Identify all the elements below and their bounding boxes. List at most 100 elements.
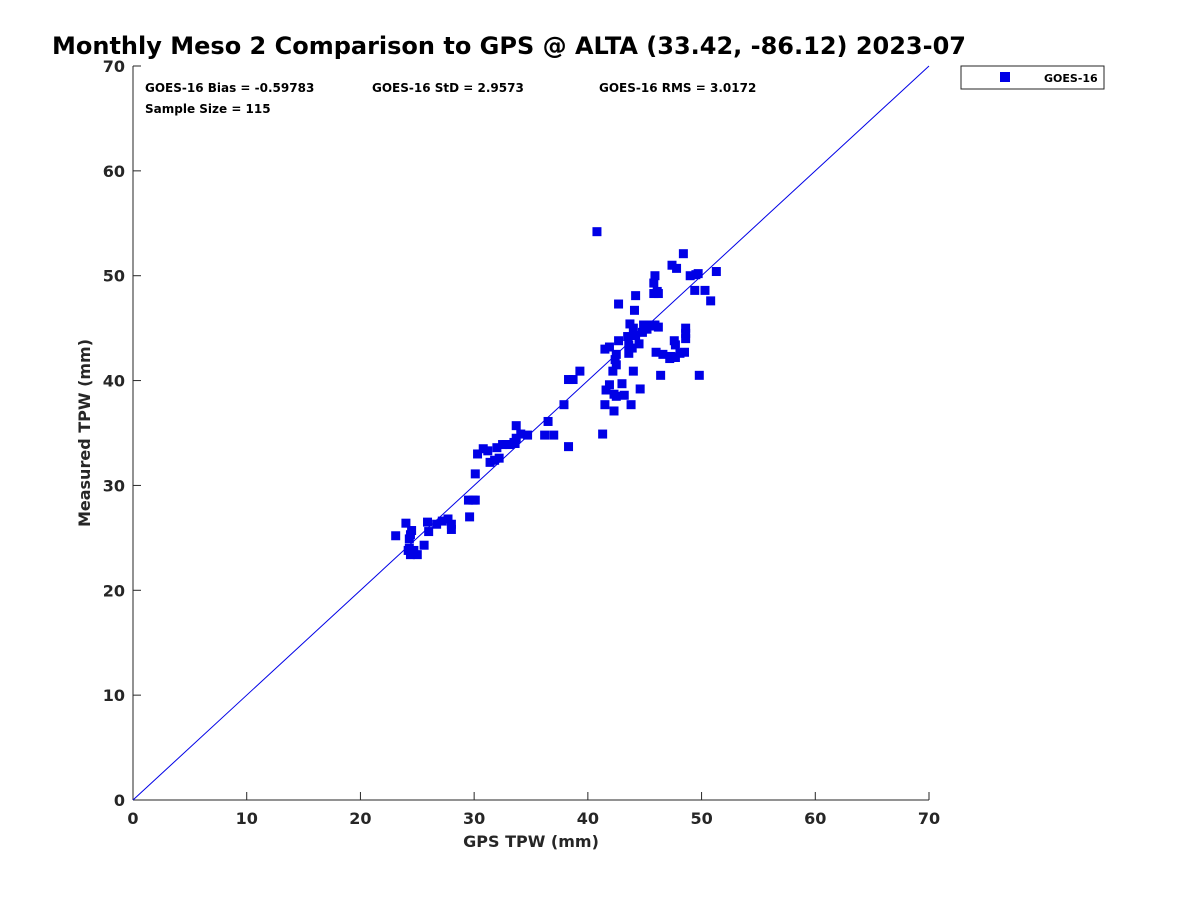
- data-point: [600, 344, 610, 354]
- x-tick-label: 50: [690, 809, 712, 828]
- data-point: [611, 391, 621, 401]
- data-point: [666, 351, 676, 361]
- data-point: [510, 438, 520, 448]
- data-point: [403, 545, 413, 555]
- data-point: [667, 260, 677, 270]
- data-point: [592, 227, 602, 237]
- data-point: [670, 340, 680, 350]
- data-point: [511, 421, 521, 431]
- data-point: [690, 285, 700, 295]
- data-point: [653, 322, 663, 332]
- x-tick-label: 60: [804, 809, 826, 828]
- data-point: [604, 380, 614, 390]
- data-point: [619, 390, 629, 400]
- y-tick-label: 60: [103, 162, 125, 181]
- data-point: [645, 321, 655, 331]
- data-point: [681, 328, 691, 338]
- data-point: [658, 349, 668, 359]
- data-point: [564, 442, 574, 452]
- data-point: [568, 375, 578, 385]
- data-point: [694, 370, 704, 380]
- data-point: [473, 449, 483, 459]
- data-point: [639, 320, 649, 330]
- data-point: [649, 278, 659, 288]
- data-point: [490, 455, 500, 465]
- data-point: [523, 430, 533, 440]
- y-tick-label: 50: [103, 267, 125, 286]
- data-point: [672, 263, 682, 273]
- data-point: [706, 296, 716, 306]
- data-point: [540, 430, 550, 440]
- data-point: [653, 289, 663, 299]
- data-point: [624, 348, 634, 358]
- data-point: [614, 299, 624, 309]
- data-point: [432, 519, 442, 529]
- data-point: [600, 400, 610, 410]
- data-point: [626, 400, 636, 410]
- data-point: [650, 271, 660, 281]
- data-point: [465, 512, 475, 522]
- data-point: [670, 353, 680, 363]
- y-tick-label: 20: [103, 581, 125, 600]
- chart-title: Monthly Meso 2 Comparison to GPS @ ALTA …: [52, 32, 966, 60]
- y-axis-label: Measured TPW (mm): [75, 339, 94, 527]
- data-point: [631, 291, 641, 301]
- data-point: [564, 375, 574, 385]
- data-point: [623, 332, 633, 342]
- data-point: [610, 355, 620, 365]
- data-point: [485, 457, 495, 467]
- x-tick-label: 40: [577, 809, 599, 828]
- data-point: [685, 271, 695, 281]
- data-point: [412, 550, 422, 560]
- data-point: [446, 524, 456, 534]
- data-point: [549, 430, 559, 440]
- plot-area: 0 10 20 30 40 50 60 70 0 10 20 30 40 50 60 70: [103, 57, 940, 828]
- x-tick-label: 20: [349, 809, 371, 828]
- data-point: [494, 453, 504, 463]
- data-point: [483, 446, 493, 456]
- data-point: [609, 406, 619, 416]
- y-tick-label: 0: [114, 791, 125, 810]
- y-tick-label: 40: [103, 372, 125, 391]
- data-point: [470, 469, 480, 479]
- data-point: [627, 343, 637, 353]
- data-point: [575, 366, 585, 376]
- data-point: [424, 527, 434, 537]
- data-point: [675, 348, 685, 358]
- x-tick-label: 10: [236, 809, 258, 828]
- legend-marker-goes16: [1000, 72, 1010, 82]
- data-point: [651, 347, 661, 357]
- legend-label-goes16: GOES-16: [1044, 72, 1098, 85]
- data-point: [419, 540, 429, 550]
- data-point: [635, 384, 645, 394]
- data-point: [423, 517, 433, 527]
- y-tick-label: 10: [103, 686, 125, 705]
- data-point: [711, 267, 721, 277]
- stat-sample-size: Sample Size = 115: [145, 102, 271, 116]
- data-point: [443, 514, 453, 524]
- data-point: [604, 342, 614, 352]
- data-point: [598, 429, 608, 439]
- data-point: [391, 531, 401, 541]
- data-point: [628, 366, 638, 376]
- data-point: [614, 336, 624, 346]
- x-axis-label: GPS TPW (mm): [463, 832, 599, 851]
- data-point: [437, 516, 447, 526]
- data-point: [678, 249, 688, 259]
- data-point: [629, 305, 639, 315]
- data-point: [680, 347, 690, 357]
- y-tick-label: 30: [103, 476, 125, 495]
- x-tick-label: 0: [127, 809, 138, 828]
- data-point: [608, 366, 618, 376]
- y-tick-label: 70: [103, 57, 125, 76]
- x-tick-label: 30: [463, 809, 485, 828]
- data-point: [559, 400, 569, 410]
- stat-bias: GOES-16 Bias = -0.59783: [145, 81, 314, 95]
- data-point: [634, 339, 644, 349]
- data-point: [628, 323, 638, 333]
- data-point: [617, 379, 627, 389]
- data-point: [401, 518, 411, 528]
- stat-rms: GOES-16 RMS = 3.0172: [599, 81, 756, 95]
- data-point: [407, 526, 417, 536]
